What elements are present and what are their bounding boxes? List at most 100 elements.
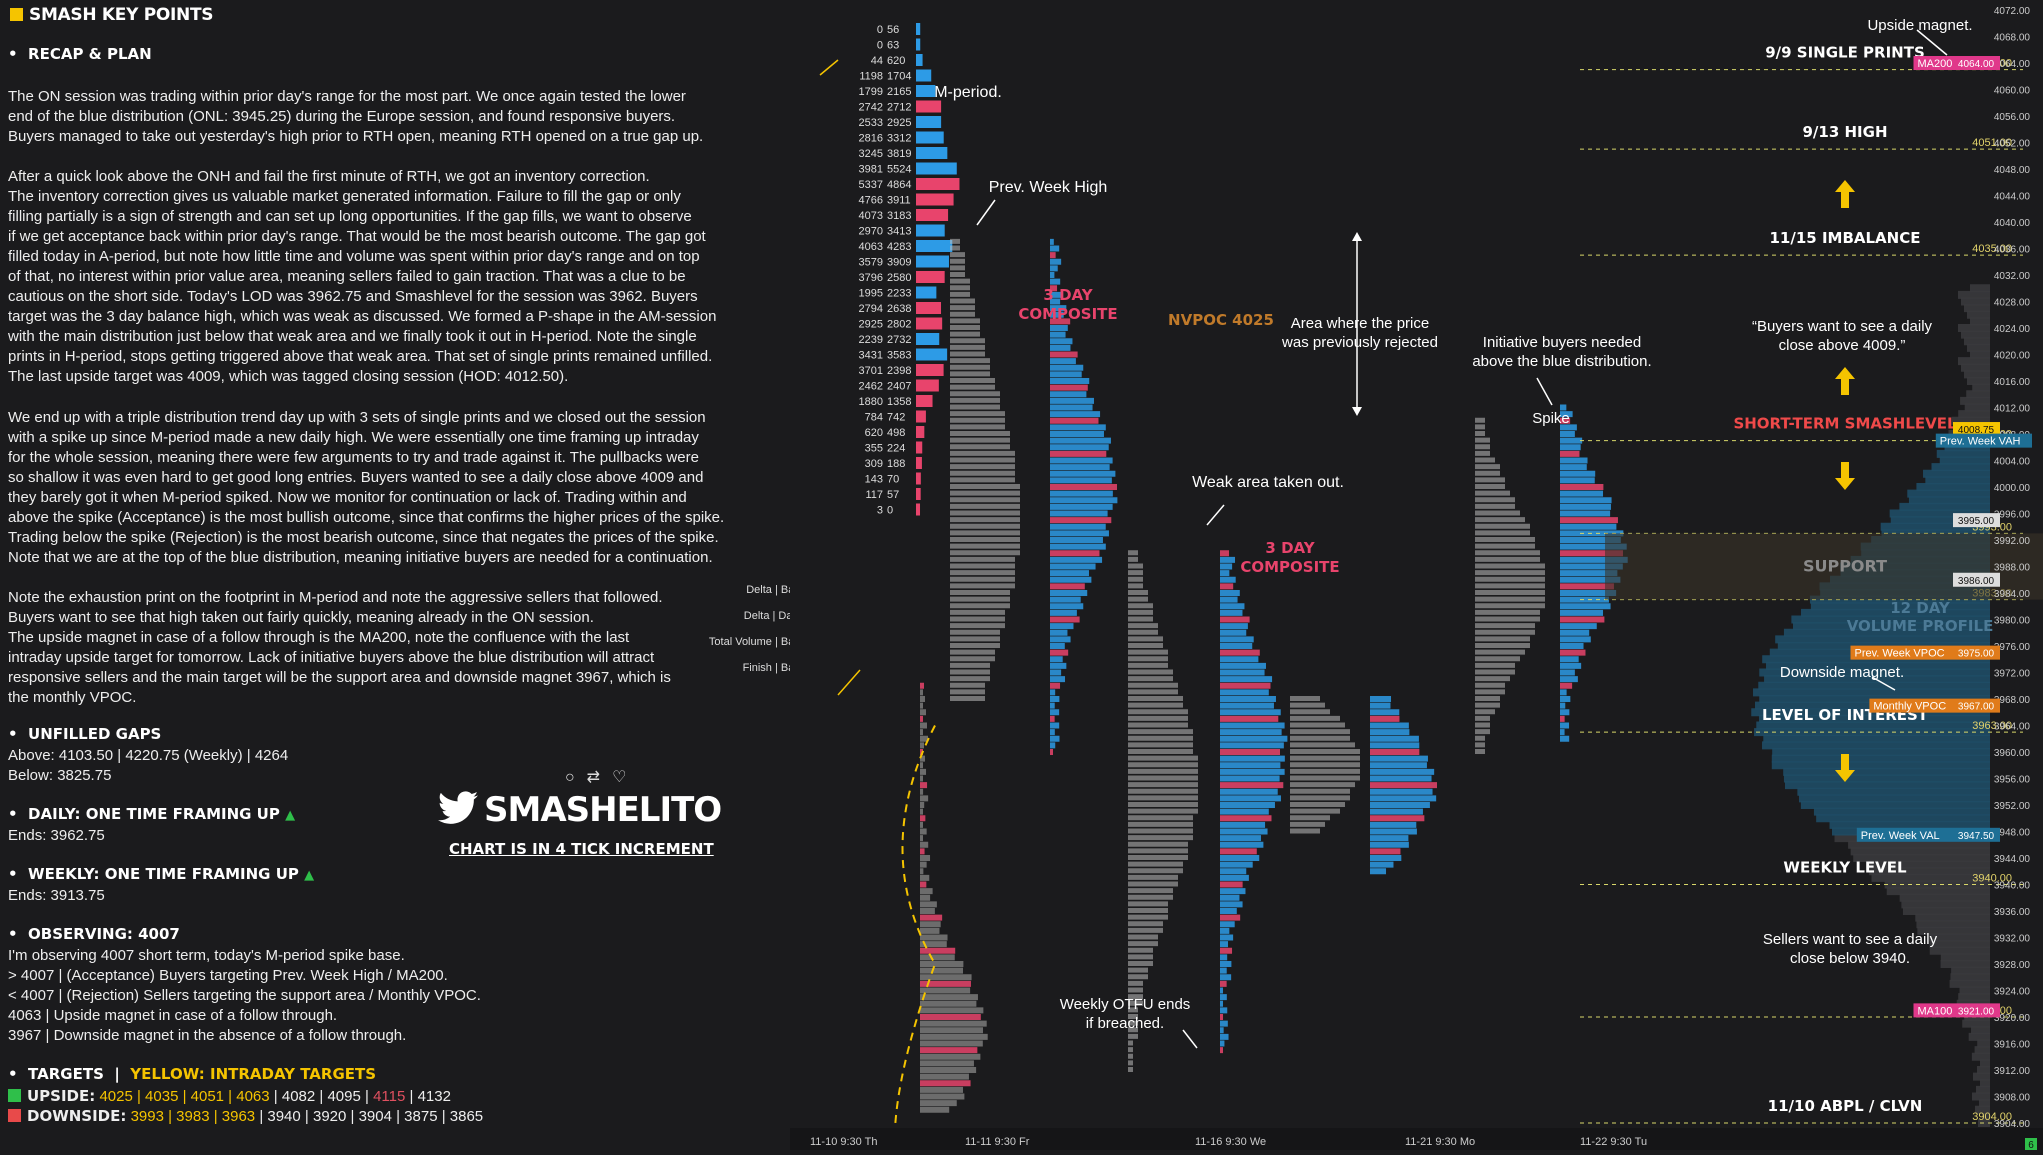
tpo-letters [1128,649,1168,655]
profile-bar [1050,278,1061,285]
profile-bar [1050,537,1103,543]
profile-bar [1220,894,1240,901]
profile-bar [1220,556,1236,563]
tpo-letters [1128,934,1158,940]
level-badge [1869,698,1953,713]
profile-bar [1050,417,1099,424]
level-badge-text: Prev. Week VAH [1940,436,2021,448]
price-tick: 3964.00 [1994,722,2031,733]
volume-profile-bar [1929,946,1990,955]
level-label: 11/15 IMBALANCE [1770,229,1921,247]
upside-targets: UPSIDE: 4025 | 4035 | 4051 | 4063 | 4082… [8,1086,451,1107]
upside-white: | 4082 | 4095 | [273,1088,369,1105]
profile-bar [1560,590,1617,596]
tpo-letters [1128,967,1148,973]
footprint-volume-bar [916,348,948,361]
profile-bar [920,1000,977,1007]
volume-profile-bar [1799,794,1990,803]
tpo-letters [1128,662,1168,668]
tpo-letters [950,311,975,317]
volume-profile-bar [1915,913,1990,922]
volume-profile-bar [1791,615,1990,624]
gaps-below: Below: 3825.75 [8,767,112,784]
comment-icon[interactable]: ○ [565,769,587,786]
tpo-letters [1475,570,1545,576]
tpo-letters [950,523,1020,529]
annotation-weak-area: Weak area taken out. [1192,474,1344,491]
profile-bar [1220,696,1276,702]
volume-profile-bar [1951,966,1990,975]
profile-bar [1370,696,1392,702]
footprint-volume-bar [916,54,923,66]
price-tick: 3960.00 [1994,748,2031,759]
profile-bar [1560,676,1578,683]
profile-bar [1220,676,1273,683]
tpo-letters [1475,497,1515,503]
profile-bar [1560,583,1614,590]
tpo-letters [1128,603,1153,609]
profile-bar [1220,828,1268,835]
tpo-letters [1128,888,1173,894]
arrow-down-icon [1352,407,1362,416]
retweet-icon[interactable]: ⇄ [586,769,613,786]
profile-bar [1220,874,1249,881]
level-badge [1856,827,1953,842]
price-tick: 4000.00 [1994,483,2031,494]
tpo-letters [1128,782,1198,788]
profile-bar [1560,682,1573,689]
footprint-buy: 224 [887,443,905,455]
volume-profile-bar [1871,873,1990,882]
profile-bar [1370,808,1423,815]
profile-bar [1050,702,1055,709]
profile-bar [920,868,924,875]
footprint-sell: 2742 [859,102,883,114]
footprint-volume-bar [916,333,940,345]
tpo-letters [1128,927,1163,933]
profile-bar [1220,841,1264,848]
tpo-letters [1128,636,1163,642]
market-profile-chart[interactable]: 0 56 0 63 44 620 1198 1704 1799 2165 2742 2712 2533 2… [5,0,2043,1155]
title-square-icon [10,8,23,21]
annotation-downside-magnet: Downside magnet. [1780,664,1904,681]
targets-heading: • TARGETS | YELLOW: INTRADAY TARGETS [8,1065,377,1083]
profile-bar [920,821,923,828]
profile-bar [1560,616,1605,623]
tpo-letters [1128,742,1193,748]
tpo-letters [1128,623,1158,629]
tpo-letters [950,484,1020,489]
tpo-letters [1128,629,1158,635]
tpo-letters [1128,576,1143,582]
level-label: 9/9 SINGLE PRINTS [1765,44,1925,62]
footprint-volume-bar [916,317,943,330]
footprint-buy: 70 [887,474,899,486]
heart-icon[interactable]: ♡ [612,769,639,786]
pointer-arrow-icon [976,199,996,226]
price-tick: 4040.00 [1994,218,2031,229]
weekly-heading: • WEEKLY: ONE TIME FRAMING UP ▲ [8,865,315,883]
x-tick-label: 11-11 9:30 Fr [965,1136,1030,1148]
volume-profile-bar [1961,297,1990,306]
profile-bar [1560,411,1573,418]
tpo-letters [950,623,1005,629]
annotation-weekly-otfu: if breached. [1086,1015,1164,1032]
profile-bar [920,735,929,742]
pointer-arrow-icon [837,669,861,696]
footprint-buy: 2233 [887,288,911,300]
profile-bar [1050,523,1106,530]
tpo-letters [950,252,965,258]
profile-bar [1220,636,1254,643]
tpo-letters [950,576,1015,582]
tpo-letters [950,550,1020,556]
profile-bar [1050,623,1074,630]
price-tick: 3912.00 [1994,1066,2031,1077]
footprint-buy: 620 [887,55,905,67]
tpo-letters [1128,755,1198,761]
tpo-letters [950,689,985,695]
profile-bar [1050,742,1056,749]
profile-bar [1560,537,1621,543]
profile-bar [1050,656,1063,663]
tpo-letters [950,696,985,701]
profile-bar [920,788,924,795]
annotation-buyers-close: close above 4009.” [1779,337,1906,354]
price-badge-text: 4064.00 [1958,59,1995,70]
